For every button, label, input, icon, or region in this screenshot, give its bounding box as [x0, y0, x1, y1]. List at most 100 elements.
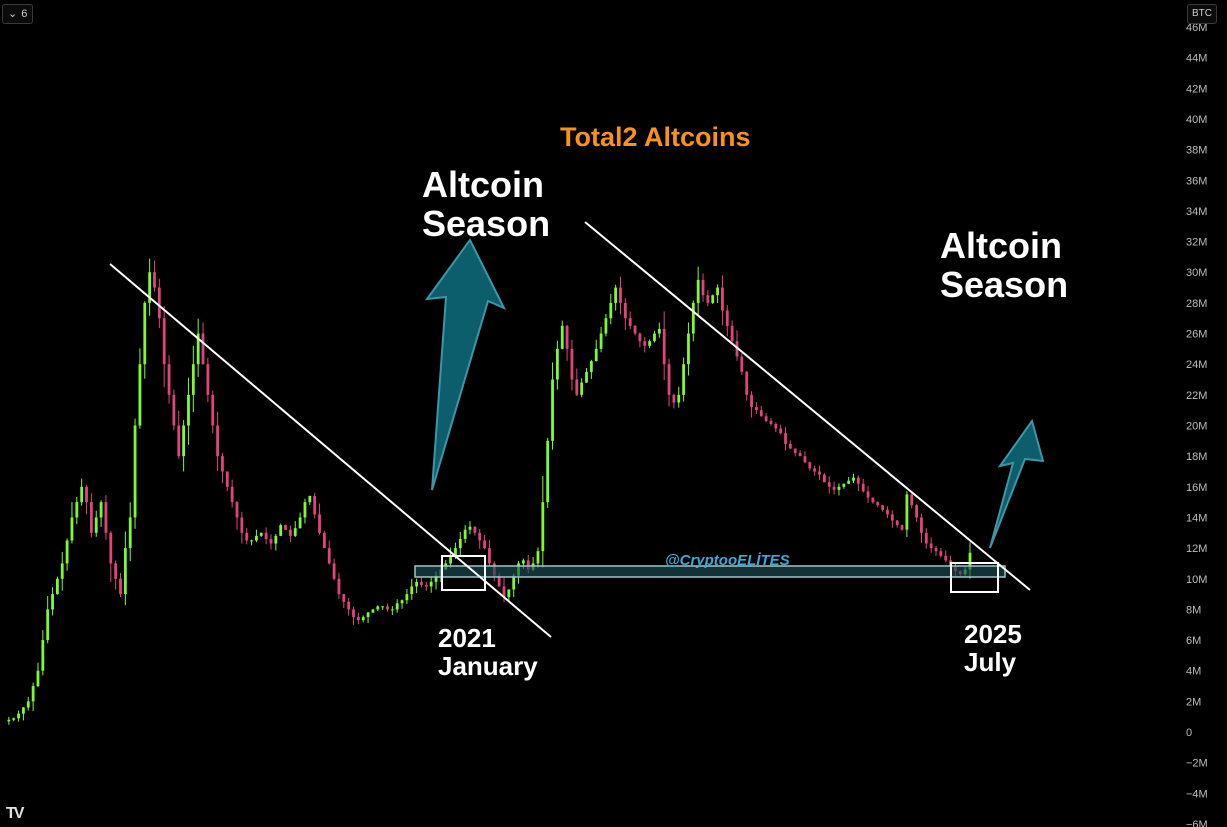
breakout-left-month: January — [438, 651, 538, 681]
candle-down — [910, 494, 914, 506]
candle-down — [822, 474, 826, 483]
y-tick-label: 30M — [1186, 267, 1207, 279]
support-zone — [414, 565, 1006, 578]
candle-down — [347, 601, 351, 610]
candle-up — [60, 563, 64, 579]
candle-down — [915, 505, 919, 518]
candle-up — [614, 287, 618, 303]
candle-up — [36, 670, 40, 687]
candle-up — [696, 279, 700, 303]
candle-down — [890, 514, 894, 521]
season-left-line1: Altcoin — [422, 164, 544, 205]
candle-down — [342, 594, 346, 602]
candle-down — [332, 563, 336, 579]
candle-up — [458, 538, 462, 549]
candle-down — [856, 477, 860, 484]
y-tick-label: 0 — [1186, 727, 1192, 739]
candle-down — [779, 428, 783, 434]
currency-badge[interactable]: BTC — [1187, 4, 1217, 24]
arrow-up-icon — [989, 418, 1045, 549]
candle-up — [512, 575, 516, 590]
interval-badge[interactable]: ⌄ 6 — [2, 4, 34, 24]
candle-down — [818, 471, 821, 475]
candle-up — [842, 483, 846, 487]
candle-up — [657, 328, 661, 334]
y-tick-label: −4M — [1186, 788, 1208, 800]
candle-up — [454, 548, 457, 556]
candle-up — [594, 348, 598, 362]
candle-down — [284, 525, 287, 530]
y-tick-label: 26M — [1186, 329, 1207, 341]
y-tick-label: 10M — [1186, 574, 1207, 586]
interval-label: 6 — [21, 8, 28, 20]
candle-down — [784, 433, 787, 444]
candle-down — [701, 279, 705, 296]
y-tick-label: 8M — [1186, 604, 1201, 616]
candle-up — [17, 713, 20, 719]
candle-up — [99, 502, 103, 518]
candle-down — [944, 555, 948, 561]
candle-down — [575, 379, 579, 395]
candle-down — [745, 371, 749, 395]
candle-down — [85, 486, 88, 503]
candle-down — [924, 532, 928, 544]
candle-down — [420, 581, 423, 585]
candle-down — [934, 548, 938, 552]
candle-up — [94, 517, 98, 533]
candle-up — [46, 609, 50, 641]
candle-down — [672, 394, 676, 403]
candle-down — [230, 486, 234, 503]
y-tick-label: 4M — [1186, 666, 1201, 678]
candle-up — [599, 333, 603, 349]
candle-up — [395, 603, 399, 610]
candle-down — [755, 407, 758, 411]
candle-down — [633, 325, 637, 334]
candle-down — [356, 617, 360, 621]
candle-up — [837, 486, 841, 490]
candle-up — [366, 612, 370, 618]
chart-title: Total2 Altcoins — [560, 122, 751, 152]
candle-down — [565, 325, 569, 349]
breakout-box-left — [441, 555, 486, 591]
candle-down — [109, 532, 113, 564]
candle-up — [429, 581, 433, 587]
candle-down — [623, 302, 627, 319]
candle-down — [318, 514, 321, 533]
candle-up — [463, 529, 467, 539]
candle-up — [22, 707, 25, 714]
arrow-up-icon — [424, 238, 507, 491]
breakout-left-year: 2021 — [438, 623, 496, 653]
candle-down — [764, 416, 768, 421]
candle-down — [730, 325, 734, 342]
candle-up — [26, 701, 30, 708]
candle-up — [259, 532, 263, 536]
candle-down — [725, 310, 729, 326]
candle-down — [167, 364, 171, 395]
candle-up — [143, 302, 147, 365]
candle-up — [604, 318, 608, 334]
candle-up — [274, 535, 278, 544]
candle-up — [687, 333, 690, 365]
candle-up — [551, 379, 554, 441]
season-right-line2: Season — [940, 264, 1068, 305]
candle-up — [308, 496, 312, 503]
candle-down — [832, 486, 836, 490]
candle-down — [662, 328, 666, 365]
candle-up — [434, 575, 438, 582]
candle-down — [245, 532, 249, 541]
candle-up — [507, 589, 511, 598]
candle-up — [609, 302, 613, 319]
candle-up — [852, 477, 855, 481]
candle-up — [691, 302, 695, 334]
season-right-line1: Altcoin — [940, 225, 1062, 266]
candle-up — [905, 494, 909, 530]
y-tick-label: 46M — [1186, 22, 1207, 34]
candle-down — [483, 540, 486, 549]
candle-up — [381, 606, 385, 608]
candle-up — [250, 540, 253, 542]
candle-down — [881, 505, 885, 510]
chevron-down-icon: ⌄ — [8, 8, 18, 20]
candle-up — [711, 295, 715, 303]
candle-up — [449, 555, 452, 564]
